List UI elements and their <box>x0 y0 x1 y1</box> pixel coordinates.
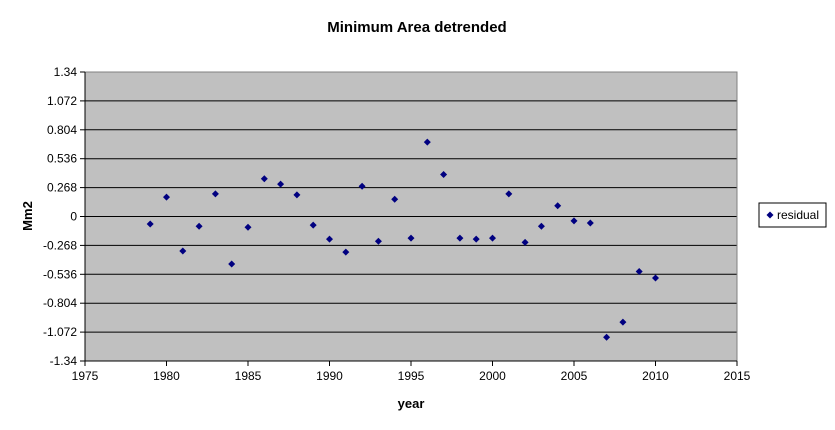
x-axis-title: year <box>398 396 425 411</box>
data-point <box>309 221 317 229</box>
data-point <box>652 274 659 282</box>
y-tick-label: 1.34 <box>54 65 78 79</box>
data-point <box>505 190 513 198</box>
x-tick-label: 2010 <box>642 369 669 383</box>
y-axis: -1.34 -1.072 -0.804 -0.536 -0.268 0 0.268 0.536… <box>43 65 86 368</box>
y-tick-label: -0.804 <box>43 296 77 310</box>
data-point <box>423 138 431 146</box>
data-point <box>440 170 448 178</box>
y-tick-label: -1.34 <box>50 354 78 368</box>
data-point <box>456 234 464 242</box>
data-point <box>586 219 594 227</box>
data-point <box>407 234 415 242</box>
x-tick-label: 1990 <box>316 369 343 383</box>
data-point <box>342 248 350 256</box>
data-point <box>211 190 219 198</box>
data-point <box>326 235 333 243</box>
x-tick-label: 1985 <box>235 369 262 383</box>
data-point <box>146 220 154 228</box>
y-tick-label: -1.072 <box>43 325 77 339</box>
data-point <box>537 222 545 230</box>
y-axis-title: Mm2 <box>20 201 35 231</box>
data-point <box>195 222 203 230</box>
x-tick-label: 1995 <box>398 369 425 383</box>
data-point <box>521 238 529 246</box>
y-tick-label: 1.072 <box>47 94 77 108</box>
y-tick-label: 0.268 <box>47 181 77 195</box>
y-tick-label: -0.268 <box>43 238 77 252</box>
data-point <box>635 267 643 275</box>
x-tick-label: 1980 <box>153 369 180 383</box>
data-point <box>603 333 611 341</box>
legend: residual <box>758 202 827 228</box>
data-point <box>619 318 627 326</box>
data-point <box>391 195 399 203</box>
data-point <box>554 202 562 210</box>
x-tick-label: 1975 <box>72 369 99 383</box>
y-tick-label: 0.804 <box>47 123 77 137</box>
data-point <box>489 234 496 242</box>
data-point <box>260 175 268 183</box>
data-point <box>277 180 285 188</box>
data-point <box>228 260 236 268</box>
x-axis: 1975 1980 1985 1990 1995 2000 2005 2010 2015 <box>72 360 751 383</box>
x-tick-label: 2015 <box>724 369 751 383</box>
gridlines <box>85 100 737 333</box>
legend-label: residual <box>777 208 819 222</box>
x-tick-label: 2005 <box>561 369 588 383</box>
y-tick-label: 0.536 <box>47 152 77 166</box>
legend-marker <box>766 211 774 219</box>
data-points <box>146 138 659 341</box>
data-point <box>472 235 480 243</box>
data-point <box>163 193 170 201</box>
chart-title: Minimum Area detrended <box>327 19 506 36</box>
y-tick-label: 0 <box>70 210 77 224</box>
data-point <box>570 217 578 225</box>
y-tick-label: -0.536 <box>43 267 77 281</box>
data-point <box>244 223 252 231</box>
data-point <box>374 237 382 245</box>
data-point <box>358 182 366 190</box>
data-point <box>179 247 187 255</box>
data-point <box>293 191 301 199</box>
x-tick-label: 2000 <box>479 369 506 383</box>
